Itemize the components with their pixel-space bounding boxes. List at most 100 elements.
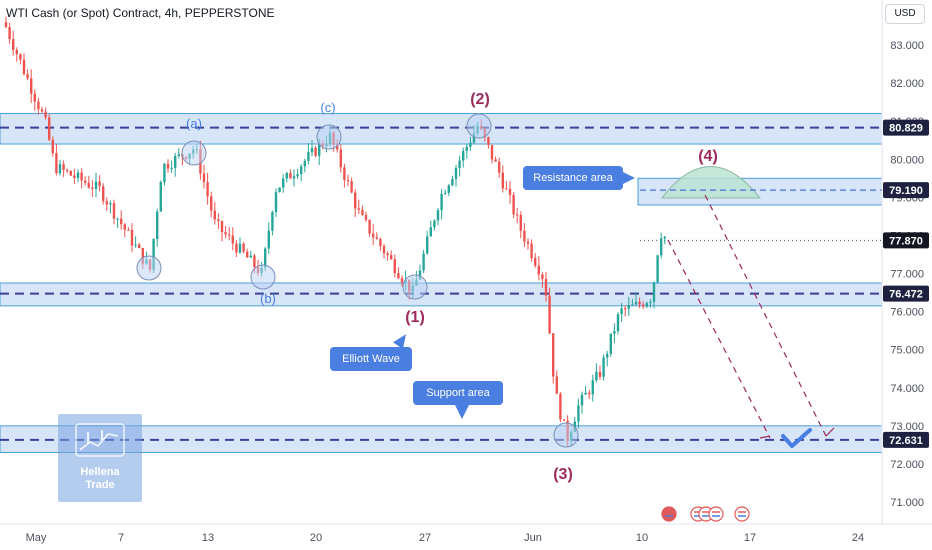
- candle-body: [343, 167, 346, 180]
- pivot-circle-3: [316, 124, 342, 150]
- candle-body: [508, 188, 512, 195]
- y-tick-label-11: 72.000: [890, 459, 924, 471]
- price-badge-label-3: 76.472: [889, 289, 923, 301]
- candle-body: [645, 303, 648, 307]
- candle-body: [278, 187, 281, 193]
- resistance-dome: [660, 166, 762, 199]
- candle-body: [163, 163, 166, 182]
- candle-body: [620, 308, 623, 315]
- candle-body: [512, 194, 515, 215]
- candle-body: [123, 224, 126, 230]
- candle-body: [444, 192, 447, 194]
- candle-body: [267, 230, 270, 249]
- support-area-callout: Support area: [413, 381, 503, 419]
- candle-body: [91, 187, 94, 189]
- candle-body: [544, 278, 548, 296]
- wave-label-1: (b): [260, 291, 276, 306]
- candle-body: [84, 180, 87, 183]
- candle-body: [609, 333, 612, 354]
- candle-body: [130, 229, 134, 246]
- candle-body: [598, 371, 602, 377]
- candle-body: [523, 230, 526, 242]
- candle-body: [584, 392, 587, 395]
- candle-body: [235, 243, 238, 253]
- candle-body: [606, 353, 609, 358]
- candle-body: [382, 246, 386, 254]
- candle-body: [87, 182, 90, 188]
- candle-body: [364, 214, 368, 220]
- candle-body: [8, 27, 11, 40]
- x-tick-label-2: 13: [202, 532, 214, 544]
- candle-body: [289, 172, 292, 179]
- projection-arrow-a: [759, 435, 771, 439]
- y-tick-label-12: 71.000: [890, 497, 924, 509]
- candle-body: [177, 154, 180, 157]
- candle-body: [12, 39, 15, 50]
- candle-body: [73, 175, 76, 178]
- candle-body: [98, 181, 101, 187]
- candle-body: [33, 93, 36, 102]
- price-badge-2: [883, 232, 929, 249]
- candle-body: [386, 253, 389, 256]
- candle-body: [307, 152, 310, 161]
- candle-body: [141, 248, 144, 264]
- candle-body: [102, 186, 105, 202]
- candle-body: [206, 182, 209, 197]
- candle-body: [170, 167, 173, 169]
- y-tick-label-7: 76.000: [890, 307, 924, 319]
- candle-body: [426, 236, 429, 254]
- candle-body: [616, 314, 620, 332]
- candle-body: [634, 301, 638, 305]
- candle-body: [436, 210, 440, 221]
- candle-body: [516, 214, 519, 216]
- candle-body: [94, 181, 98, 189]
- y-tick-label-10: 73.000: [890, 421, 924, 433]
- candle-body: [429, 227, 432, 237]
- candle-body: [15, 49, 18, 55]
- target-check-icon: [781, 428, 812, 448]
- earnings-event-icon: [661, 506, 677, 522]
- candle-body: [314, 147, 317, 156]
- candle-body: [238, 243, 242, 253]
- candle-body: [292, 176, 296, 179]
- candle-body: [76, 172, 80, 178]
- candle-body: [462, 150, 465, 161]
- wave-label-6: (4): [698, 148, 718, 165]
- y-tick-label-9: 74.000: [890, 383, 924, 395]
- candle-body: [105, 201, 108, 205]
- candle-body: [253, 255, 256, 267]
- candle-body: [30, 78, 33, 94]
- x-tick-label-6: 10: [636, 532, 648, 544]
- candle-body: [350, 181, 353, 193]
- candle-body: [112, 203, 116, 219]
- candle-body: [166, 163, 170, 169]
- x-tick-label-5: Jun: [524, 532, 542, 544]
- candle-body: [562, 419, 566, 421]
- candle-body: [602, 357, 605, 377]
- candle-body: [390, 255, 393, 260]
- candle-body: [505, 188, 508, 190]
- elliott-wave-callout: Elliott Wave: [330, 330, 412, 371]
- candle-body: [69, 171, 72, 176]
- candle-body: [55, 153, 58, 174]
- candle-body: [422, 253, 425, 271]
- price-badge-label-1: 79.190: [889, 185, 923, 197]
- candle-body: [116, 218, 119, 220]
- support-area-label: Support area: [426, 387, 490, 399]
- candle-body: [152, 238, 155, 270]
- candle-body: [559, 393, 562, 420]
- wave-label-3: (1): [405, 309, 425, 326]
- candle-body: [577, 405, 580, 422]
- x-tick-label-1: 7: [118, 532, 124, 544]
- candle-body: [458, 160, 461, 169]
- y-tick-label-6: 77.000: [890, 269, 924, 281]
- currency-button[interactable]: USD: [885, 4, 925, 24]
- wave-label-2: (c): [320, 100, 335, 115]
- candle-body: [4, 22, 8, 28]
- candle-body: [613, 331, 616, 334]
- candle-body: [454, 168, 458, 179]
- candle-body: [220, 221, 224, 233]
- candle-body: [282, 178, 285, 188]
- candle-body: [627, 304, 630, 309]
